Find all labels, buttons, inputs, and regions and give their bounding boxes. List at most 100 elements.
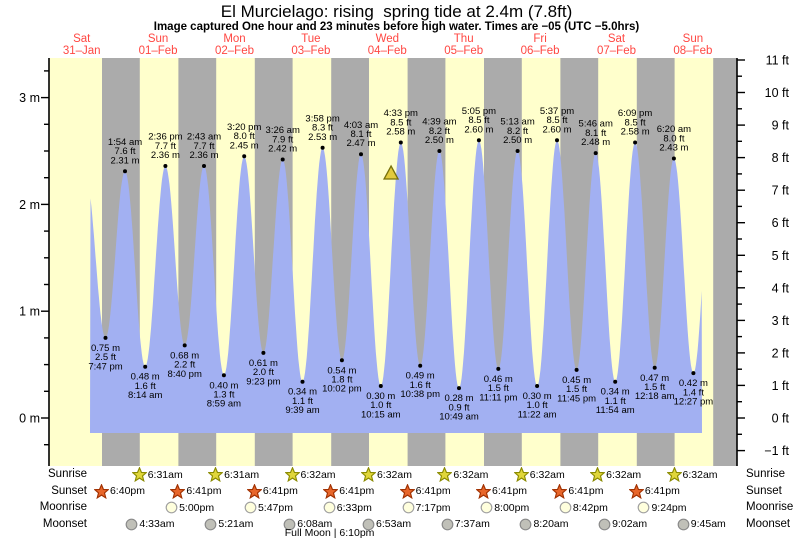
left-axis-label: 2 m [19,198,40,212]
extreme-dot [202,164,206,168]
extreme-label: 1.1 ft [605,396,626,407]
astro-time: 5:00pm [179,501,215,514]
moonrise-event: 5:47pm [244,500,293,515]
extreme-label: 1.4 ft [683,387,704,398]
moonrise-icon [402,501,416,514]
day-name: Sat [73,33,91,45]
right-axis-label: 2 ft [772,346,790,360]
extreme-label: 1.0 ft [370,400,391,411]
extreme-label: 2.50 m [503,135,532,146]
moonset-icon [283,518,297,531]
extreme-label: 1.8 ft [331,375,352,386]
extreme-label: 2.58 m [621,127,650,138]
day-date: 02–Feb [214,45,254,57]
extreme-label: 7.9 ft [272,134,293,145]
extreme-label: 5:37 pm [540,106,574,117]
extreme-label: 2.36 m [151,150,180,161]
moonrise-event: 6:33pm [323,500,372,515]
current-time-marker [382,164,400,180]
astro-time: 4:33am [139,518,175,530]
astro-time: 6:31am [147,468,183,481]
extreme-dot [613,379,618,384]
extreme-dot [593,151,598,156]
extreme-label: 1.0 ft [527,400,548,411]
day-label: Wed 04–Feb [347,33,427,57]
sunset-star-icon [170,483,186,499]
day-label: Sun 08–Feb [653,33,733,57]
extreme-label: 1.3 ft [213,390,234,401]
extreme-label: 2.60 m [464,124,493,135]
extreme-dot [496,366,501,371]
day-name: Tue [301,33,321,45]
day-date: 01–Feb [138,45,178,57]
day-name: Fri [533,33,547,45]
day-label: Thu 05–Feb [424,33,504,57]
day-date: 08–Feb [673,45,713,57]
sunrise-event: 6:32am [437,467,488,482]
extreme-label: 0.49 m [406,371,435,382]
astro-time: 6:32am [529,468,565,481]
moonset-row-label-left: Moonset [42,517,87,530]
sunrise-event: 6:32am [360,467,412,482]
extreme-label: 8.3 ft [312,123,333,134]
right-axis-label: 0 ft [772,412,790,426]
sunrise-row-label-left: Sunrise [48,468,87,480]
extreme-label: 1.6 ft [135,381,156,392]
sunrise-star-icon [360,467,377,482]
extreme-dot [359,152,363,157]
full-moon-label: Full Moon | 6:10pm [284,527,375,539]
moonrise-row-label-left: Moonrise [39,501,87,513]
extreme-label: 5:46 am [579,119,613,130]
sunset-star-icon [323,483,339,499]
sunrise-event: 6:32am [666,467,718,482]
astro-time: 7:37am [454,518,490,530]
night-band [713,58,737,466]
extreme-label: 1:54 am [108,137,142,148]
extreme-label: 2.31 m [110,155,139,166]
day-date: 06–Feb [520,45,560,57]
extreme-label: 7.7 ft [193,141,214,152]
astro-time: 9:45am [690,518,726,530]
extreme-label: 2.50 m [425,135,454,146]
moonrise-icon [165,501,179,514]
extreme-label: 0.9 ft [448,402,469,413]
extreme-label: 8.1 ft [585,128,606,139]
extreme-dot [261,350,266,355]
right-axis-label: 6 ft [772,216,790,230]
extreme-label: 2:43 am [187,132,221,143]
day-date: 03–Feb [291,45,331,57]
day-name: Mon [223,33,246,45]
moonrise-icon [559,501,573,514]
extreme-label: 0.45 m [562,375,591,386]
extreme-label: 8.0 ft [663,133,684,144]
moonrise-event: 8:42pm [559,500,608,515]
sunset-event: 6:41pm [323,483,374,499]
tide-curve [90,140,702,434]
sunrise-event: 6:31am [208,467,259,482]
extreme-dot [163,164,168,168]
astro-time: 6:41pm [262,485,298,497]
extreme-label: 10:38 pm [400,389,440,400]
extreme-label: 5:05 pm [462,106,496,117]
extreme-label: 8.2 ft [507,126,528,137]
sunset-star-icon [93,483,110,499]
right-axis-label: 4 ft [772,281,790,295]
extreme-dot [555,138,559,143]
extreme-label: 0.75 m [91,343,120,354]
extreme-dot [339,358,344,363]
extreme-label: 3:20 pm [227,122,261,133]
astro-time: 6:32am [453,468,489,481]
extreme-label: 11:54 am [596,405,635,416]
extreme-dot [123,169,127,174]
right-axis-label: 1 ft [772,379,790,393]
astro-time: 6:41pm [186,485,222,497]
day-label: Tue 03–Feb [271,33,351,57]
extreme-label: 2.36 m [189,150,218,161]
extreme-label: 3:58 pm [305,113,339,124]
extreme-label: 0.61 m [249,358,278,369]
astro-time: 8:42pm [572,501,608,514]
extreme-label: 0.47 m [640,373,669,384]
sunset-event: 6:41pm [246,483,298,499]
extreme-label: 10:15 am [361,409,401,420]
